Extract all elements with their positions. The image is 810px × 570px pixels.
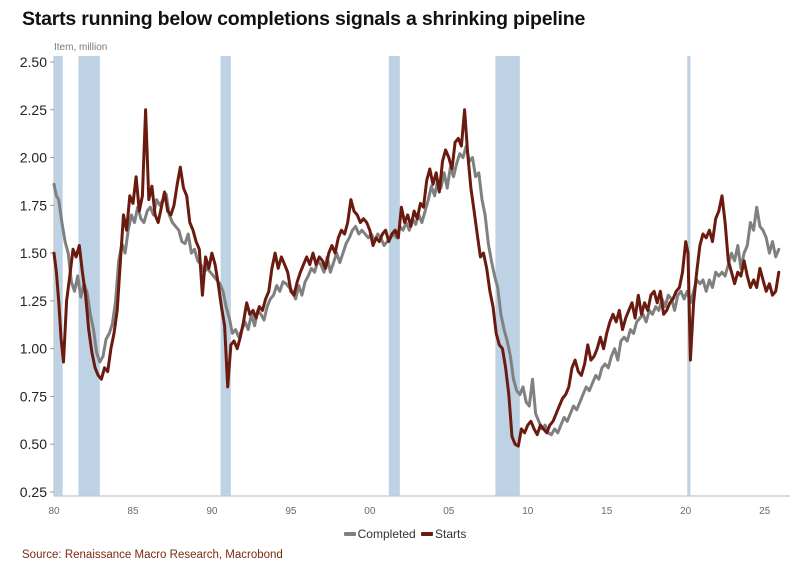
x-tick-label: 20: [680, 506, 692, 517]
series-lines: [52, 108, 781, 448]
recession-band-0: [54, 56, 63, 496]
x-tick-label: 95: [285, 506, 297, 517]
legend-item-starts[interactable]: Starts: [421, 527, 466, 541]
x-tick-label: 25: [759, 506, 771, 517]
series-line-starts: [52, 108, 781, 448]
legend-label-completed: Completed: [357, 527, 416, 541]
source-note: Source: Renaissance Macro Research, Macr…: [22, 549, 283, 561]
x-tick-label: 85: [127, 506, 139, 517]
y-tick-label: 2.00: [20, 150, 47, 166]
x-tick-label: 10: [522, 506, 534, 517]
line-chart: 0.25 0.50 0.75 1.00 1.25 1.50 1.75 2.00 2.25 2.50…: [20, 54, 790, 517]
chart-legend: Completed Starts: [0, 525, 810, 541]
recession-bands: [54, 56, 691, 496]
x-tick-label: 15: [601, 506, 613, 517]
recession-band-2: [220, 56, 231, 496]
y-tick-label: 1.00: [20, 341, 47, 357]
y-tick-label: 0.25: [20, 484, 47, 500]
x-tick-label: 90: [206, 506, 218, 517]
y-tick-label: 2.50: [20, 54, 47, 70]
x-tick-label: 00: [364, 506, 376, 517]
legend-item-completed[interactable]: Completed: [343, 527, 416, 541]
legend-swatch-completed: [343, 532, 356, 536]
legend-label-starts: Starts: [435, 527, 467, 541]
x-tick-label: 05: [443, 506, 455, 517]
chart-title: Starts running below completions signals…: [22, 8, 586, 30]
y-tick-label: 1.25: [20, 293, 47, 309]
y-tick-label: 1.75: [20, 197, 47, 213]
y-tick-label: 2.25: [20, 102, 47, 118]
recession-band-4: [495, 56, 520, 496]
y-tick-label: 0.50: [20, 436, 47, 452]
recession-band-3: [388, 56, 400, 496]
legend-swatch-starts: [421, 532, 434, 536]
y-tick-label: 0.75: [20, 388, 47, 404]
y-axis-unit-label: Item, million: [54, 42, 108, 53]
y-tick-label: 1.50: [20, 245, 47, 261]
recession-band-1: [78, 56, 100, 496]
axes: 0.25 0.50 0.75 1.00 1.25 1.50 1.75 2.00 2.25 2.50…: [20, 54, 790, 517]
x-tick-label: 80: [48, 506, 60, 517]
series-line-completed: [52, 144, 781, 437]
